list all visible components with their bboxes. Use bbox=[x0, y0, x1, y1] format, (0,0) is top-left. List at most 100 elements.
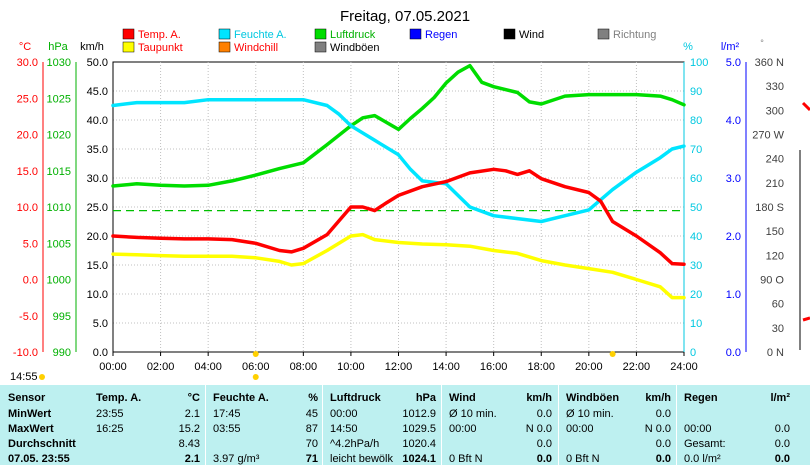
direction-axis-tick: 90 O bbox=[760, 275, 784, 287]
direction-mark bbox=[802, 316, 810, 322]
x-tick-label: 06:00 bbox=[242, 361, 270, 373]
wind-axis-tick: 40.0 bbox=[87, 115, 108, 127]
table-column-separator bbox=[558, 385, 559, 465]
direction-axis-tick: 270 W bbox=[752, 130, 784, 142]
table-column-separator bbox=[322, 385, 323, 465]
wind-axis-tick: 20.0 bbox=[87, 231, 108, 243]
pressure-axis-tick: 1010 bbox=[47, 202, 71, 214]
table-cell: Temp. A. bbox=[96, 392, 142, 404]
rain-axis-tick: 5.0 bbox=[726, 57, 741, 69]
wind-axis-tick: 5.0 bbox=[93, 318, 108, 330]
table-cell: 23:55 bbox=[96, 408, 124, 420]
table-cell: 2.1 bbox=[184, 408, 200, 420]
wind-axis-tick: 30.0 bbox=[87, 173, 108, 185]
legend-swatch bbox=[314, 41, 327, 53]
pressure-axis-unit: hPa bbox=[48, 41, 68, 53]
direction-axis-tick: 30 bbox=[772, 323, 784, 335]
table-column-separator bbox=[676, 385, 677, 465]
weather-chart: Freitag, 07.05.2021 00:00 02:00 04:00 06:00 0… bbox=[13, 8, 810, 380]
legend-swatch bbox=[122, 28, 135, 40]
table-header-row: Sensor Temp. A. °C Feuchte A.% Luftdruck hPa W… bbox=[0, 391, 810, 406]
x-tick-label: 14:00 bbox=[432, 361, 460, 373]
x-tick-label: 02:00 bbox=[147, 361, 175, 373]
humidity-axis-tick: 10 bbox=[690, 318, 702, 330]
rain-axis-tick: 3.0 bbox=[726, 173, 741, 185]
table-cell bbox=[748, 407, 790, 422]
table-cell: Feuchte A. bbox=[213, 392, 269, 404]
table-cell: 00:00 bbox=[449, 423, 477, 435]
table-cell: Regen bbox=[684, 392, 718, 404]
table-cell: 71 bbox=[305, 453, 318, 465]
table-cell: 15.2 bbox=[178, 423, 200, 435]
table-cell bbox=[96, 437, 156, 452]
sunrise-marker bbox=[252, 351, 259, 357]
direction-axis-tick: 300 bbox=[766, 105, 784, 117]
legend-swatch bbox=[409, 28, 422, 40]
table-cell: 1029.5 bbox=[402, 423, 436, 435]
legend-swatch bbox=[122, 41, 135, 53]
humidity-axis-tick: 0 bbox=[690, 347, 696, 359]
table-cell: 14:50 bbox=[330, 423, 358, 435]
pressure-axis-tick: 990 bbox=[53, 347, 71, 359]
summary-table bbox=[0, 385, 810, 465]
table-cell: MinWert bbox=[8, 408, 52, 420]
series-line-luftdruck bbox=[111, 63, 686, 188]
x-tick-label: 04:00 bbox=[194, 361, 222, 373]
temp-axis-tick: 20.0 bbox=[17, 130, 38, 142]
table-cell: % bbox=[308, 392, 318, 404]
table-cell: °C bbox=[187, 392, 200, 404]
table-cell: 0.0 bbox=[774, 423, 790, 435]
table-cell: ^4.2hPa/h bbox=[330, 438, 380, 450]
table-cell: 1020.4 bbox=[402, 438, 436, 450]
table-cell: 0.0 bbox=[655, 453, 671, 465]
table-cell: 70 bbox=[305, 438, 318, 450]
temp-axis-tick: 15.0 bbox=[17, 166, 38, 178]
humidity-axis-tick: 60 bbox=[690, 173, 702, 185]
table-cell: 45 bbox=[305, 408, 318, 420]
wind-axis-tick: 45.0 bbox=[87, 86, 108, 98]
table-cell: Luftdruck bbox=[330, 392, 381, 404]
x-tick-label: 20:00 bbox=[575, 361, 603, 373]
rain-axis-tick: 2.0 bbox=[726, 231, 741, 243]
x-tick-label: 00:00 bbox=[99, 361, 127, 373]
rain-axis-tick: 4.0 bbox=[726, 115, 741, 127]
table-cell: 1024.1 bbox=[402, 453, 436, 465]
direction-axis-tick: 180 S bbox=[755, 202, 784, 214]
humidity-axis-tick: 90 bbox=[690, 86, 702, 98]
table-cell: MaxWert bbox=[8, 423, 54, 435]
temp-axis-tick: 30.0 bbox=[17, 57, 38, 69]
wind-axis-tick: 0.0 bbox=[93, 347, 108, 359]
table-cell: 0 Bft N bbox=[449, 453, 483, 465]
table-cell: Wind bbox=[449, 392, 476, 404]
pressure-axis-tick: 1015 bbox=[47, 166, 71, 178]
legend-label: Regen bbox=[425, 29, 457, 41]
wind-axis-tick: 10.0 bbox=[87, 289, 108, 301]
legend-label: Richtung bbox=[613, 29, 656, 41]
humidity-axis-tick: 40 bbox=[690, 231, 702, 243]
wind-axis-tick: 15.0 bbox=[87, 260, 108, 272]
table-cell: Sensor bbox=[8, 392, 46, 404]
table-cell: km/h bbox=[526, 392, 552, 404]
legend-swatch bbox=[218, 41, 231, 53]
x-tick-label: 24:00 bbox=[670, 361, 698, 373]
direction-axis-unit: ° bbox=[760, 38, 764, 48]
table-cell: 1012.9 bbox=[402, 408, 436, 420]
pressure-axis-tick: 1025 bbox=[47, 93, 71, 105]
pressure-axis-tick: 995 bbox=[53, 311, 71, 323]
x-tick-label: 22:00 bbox=[623, 361, 651, 373]
series-line-temp-a- bbox=[111, 167, 686, 267]
table-cell: 03:55 bbox=[213, 423, 241, 435]
table-cell: 00:00 bbox=[684, 423, 712, 435]
legend-label: Temp. A. bbox=[138, 29, 181, 41]
table-cell: N 0.0 bbox=[525, 423, 552, 435]
table-cell: 07.05. 23:55 bbox=[8, 453, 70, 465]
chart-title: Freitag, 07.05.2021 bbox=[340, 8, 470, 25]
table-column-separator bbox=[441, 385, 442, 465]
current-time-label: 14:55 bbox=[10, 371, 38, 383]
legend-label: Windböen bbox=[330, 42, 380, 54]
table-cell: 8.43 bbox=[178, 438, 200, 450]
x-tick-label: 12:00 bbox=[385, 361, 413, 373]
x-tick-label: 08:00 bbox=[290, 361, 318, 373]
table-cell: Gesamt: bbox=[684, 438, 726, 450]
sunset-marker bbox=[609, 351, 616, 357]
